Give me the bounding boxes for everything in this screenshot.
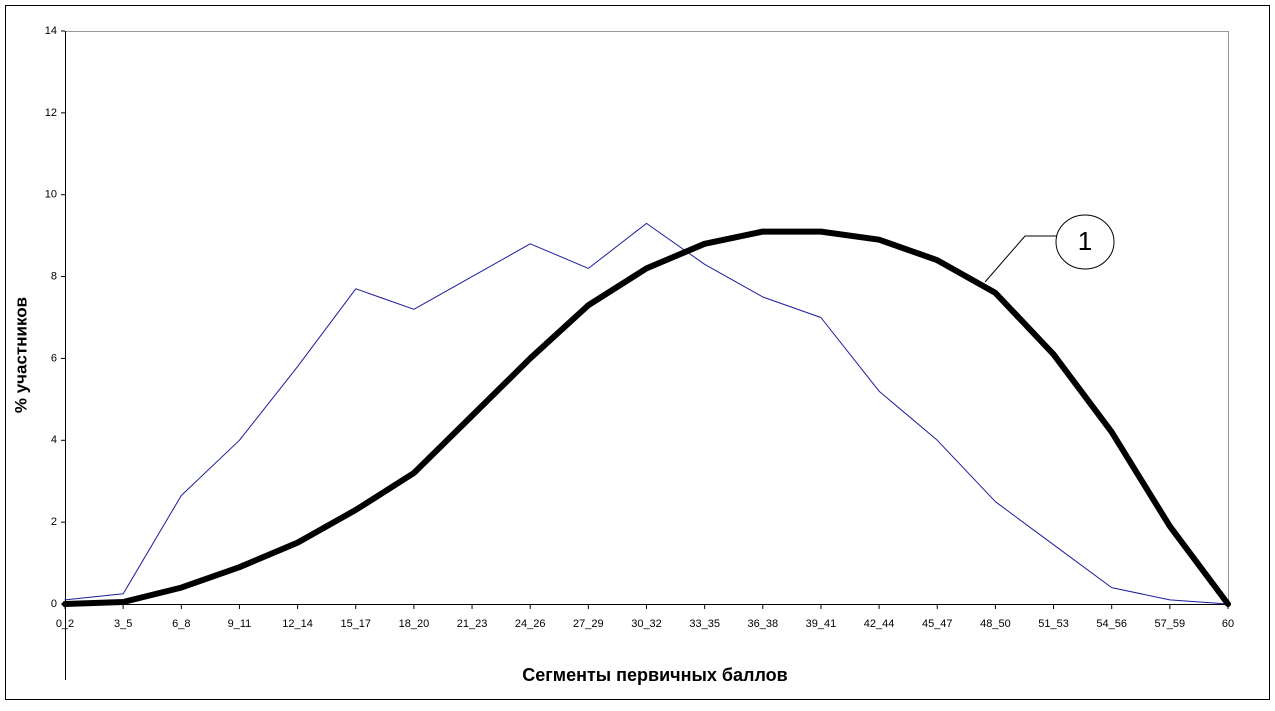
x-tick-label: 18_20 [399, 618, 430, 630]
y-tick-label: 14 [45, 25, 57, 37]
x-tick-label: 54_56 [1096, 618, 1127, 630]
x-tick-label: 21_23 [457, 618, 488, 630]
x-tick-label: 15_17 [340, 618, 371, 630]
y-axis-title: % участников [11, 297, 30, 413]
x-tick-label: 45_47 [922, 618, 953, 630]
chart-border [5, 5, 1270, 700]
x-tick-label: 42_44 [864, 618, 895, 630]
y-tick-label: 4 [51, 434, 57, 446]
annotation-circle [1055, 214, 1115, 270]
x-tick-label: 27_29 [573, 618, 604, 630]
series-line [62, 228, 1231, 607]
x-tick-label: 30_32 [631, 618, 662, 630]
x-tick-label: 57_59 [1155, 618, 1186, 630]
annotation-leader [984, 235, 1026, 283]
y-tick-label: 6 [51, 352, 57, 364]
series-line [64, 222, 1229, 605]
x-tick-label: 6_8 [172, 618, 190, 630]
x-axis-title: Сегменты первичных баллов [522, 665, 787, 685]
y-tick-label: 2 [51, 516, 57, 528]
x-tick-label: 36_38 [748, 618, 779, 630]
x-tick-label: 60 [1222, 618, 1234, 630]
x-tick-label: 33_35 [689, 618, 720, 630]
x-tick-label: 51_53 [1038, 618, 1069, 630]
y-tick-label: 8 [51, 270, 57, 282]
x-tick-label: 3_5 [114, 618, 132, 630]
x-tick-label: 24_26 [515, 618, 546, 630]
x-tick-label: 12_14 [282, 618, 313, 630]
annotation: 1 [1078, 226, 1092, 256]
y-tick-label: 12 [45, 107, 57, 119]
y-tick-label: 0 [51, 598, 57, 610]
x-tick-label: 0_2 [56, 618, 74, 630]
x-tick-label: 39_41 [806, 618, 837, 630]
x-tick-label: 48_50 [980, 618, 1011, 630]
x-tick-label: 9_11 [228, 618, 252, 630]
y-tick-label: 10 [45, 189, 57, 201]
